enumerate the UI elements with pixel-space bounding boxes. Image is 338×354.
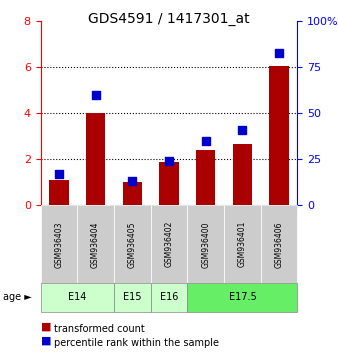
Point xyxy=(129,178,135,184)
Text: E15: E15 xyxy=(123,292,142,302)
Point xyxy=(203,138,209,144)
Point xyxy=(276,50,282,55)
Text: GSM936406: GSM936406 xyxy=(274,221,284,268)
Text: transformed count: transformed count xyxy=(54,324,145,334)
Point xyxy=(56,171,62,177)
Point xyxy=(93,92,98,98)
Text: age ►: age ► xyxy=(3,292,32,302)
Text: E14: E14 xyxy=(68,292,87,302)
Bar xyxy=(269,66,289,205)
Text: ■: ■ xyxy=(41,335,51,346)
Text: GDS4591 / 1417301_at: GDS4591 / 1417301_at xyxy=(88,12,250,27)
Text: GSM936403: GSM936403 xyxy=(54,221,64,268)
Text: E17.5: E17.5 xyxy=(228,292,256,302)
Bar xyxy=(160,161,178,205)
Text: ■: ■ xyxy=(41,321,51,331)
Text: GSM936404: GSM936404 xyxy=(91,221,100,268)
Text: GSM936400: GSM936400 xyxy=(201,221,210,268)
Bar xyxy=(233,144,252,205)
Bar xyxy=(123,182,142,205)
Bar xyxy=(49,180,69,205)
Text: percentile rank within the sample: percentile rank within the sample xyxy=(54,338,219,348)
Text: GSM936401: GSM936401 xyxy=(238,221,247,268)
Text: E16: E16 xyxy=(160,292,178,302)
Bar xyxy=(86,113,105,205)
Point xyxy=(166,158,172,164)
Point xyxy=(240,127,245,133)
Text: GSM936405: GSM936405 xyxy=(128,221,137,268)
Text: GSM936402: GSM936402 xyxy=(165,221,173,268)
Bar xyxy=(196,150,215,205)
